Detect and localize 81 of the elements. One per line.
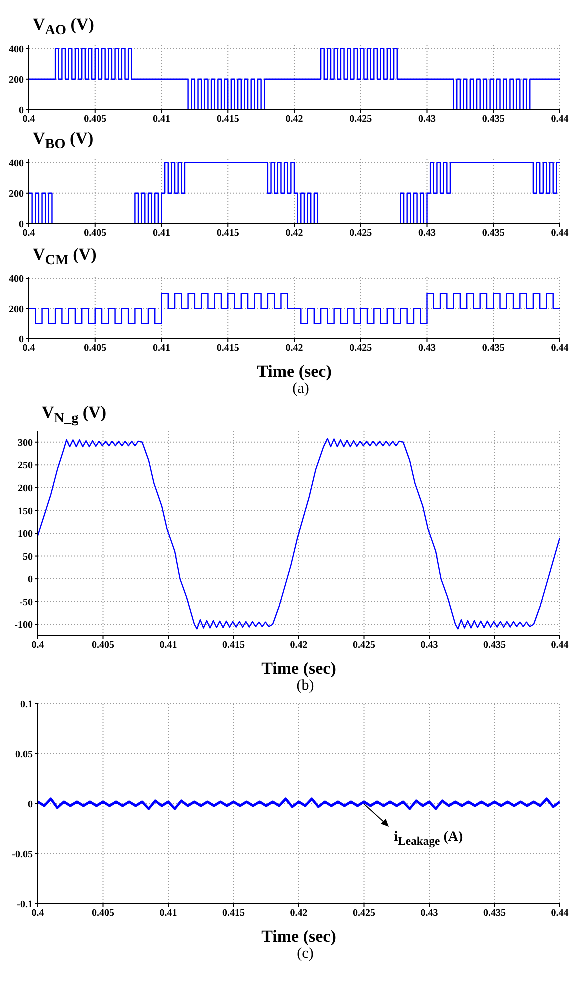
y-tick-label: -100 bbox=[14, 620, 33, 632]
x-tick-label: 0.415 bbox=[216, 228, 240, 240]
x-tick-label: 0.44 bbox=[551, 908, 569, 920]
x-tick-label: 0.415 bbox=[216, 114, 240, 126]
x-tick-label: 0.425 bbox=[350, 343, 372, 354]
x-tick-label: 0.415 bbox=[216, 343, 240, 354]
y-tick-label: 300 bbox=[18, 438, 33, 449]
x-tick-label: 0.41 bbox=[153, 114, 170, 126]
y-tick-label: 100 bbox=[18, 529, 33, 540]
x-tick-label: 0.405 bbox=[84, 343, 107, 354]
x-tick-label: 0.41 bbox=[153, 228, 170, 240]
x-tick-label: 0.42 bbox=[286, 114, 304, 126]
x-tick-label: 0.41 bbox=[153, 343, 170, 354]
x-tick-label: 0.4 bbox=[22, 343, 36, 354]
x-tick-label: 0.425 bbox=[350, 114, 372, 126]
line-series bbox=[38, 798, 560, 810]
x-axis-title: Time (sec) bbox=[257, 362, 332, 381]
y-tick-label: 0 bbox=[19, 106, 24, 117]
chart-title: V$_{N_g}$ (V) bbox=[41, 402, 108, 426]
x-tick-label: 0.405 bbox=[92, 908, 114, 920]
annotation: i$_{Leakage}$ (A) bbox=[394, 830, 464, 848]
x-tick-label: 0.42 bbox=[290, 640, 308, 652]
y-tick-label: 0 bbox=[19, 334, 24, 346]
y-tick-label: 0 bbox=[19, 220, 24, 231]
x-tick-label: 0.405 bbox=[84, 228, 107, 240]
x-tick-label: 0.43 bbox=[418, 343, 436, 354]
x-tick-label: 0.4 bbox=[22, 114, 36, 126]
x-tick-label: 0.41 bbox=[160, 908, 178, 920]
x-axis-title: Time (sec) bbox=[262, 927, 336, 946]
chart-title: V$_{AO}$ (V) bbox=[32, 14, 96, 38]
chart-title: V$_{BO}$ (V) bbox=[32, 128, 95, 152]
y-tick-label: 400 bbox=[9, 158, 24, 170]
x-tick-label: 0.41 bbox=[160, 640, 178, 652]
y-tick-label: 0 bbox=[28, 574, 33, 586]
y-tick-label: 150 bbox=[18, 506, 33, 518]
y-tick-label: 400 bbox=[9, 44, 24, 56]
y-tick-label: -50 bbox=[20, 597, 33, 608]
text: (b) bbox=[296, 678, 316, 695]
text: (c) bbox=[296, 946, 315, 963]
x-tick-label: 0.435 bbox=[484, 640, 506, 652]
x-tick-label: 0.4 bbox=[32, 908, 44, 920]
x-tick-label: 0.42 bbox=[286, 228, 304, 240]
y-tick-label: 250 bbox=[18, 460, 33, 472]
x-tick-label: 0.42 bbox=[286, 343, 304, 354]
x-tick-label: 0.425 bbox=[350, 228, 372, 240]
x-tick-label: 0.435 bbox=[482, 228, 505, 240]
y-tick-label: 0.1 bbox=[20, 700, 33, 711]
x-tick-label: 0.4 bbox=[32, 640, 44, 652]
y-tick-label: 0 bbox=[28, 800, 33, 811]
text: (a) bbox=[292, 381, 310, 398]
x-tick-label: 0.415 bbox=[222, 908, 245, 920]
y-tick-label: -0.1 bbox=[17, 900, 33, 911]
x-tick-label: 0.44 bbox=[551, 343, 569, 354]
chart-title: V$_{CM}$ (V) bbox=[32, 244, 98, 270]
y-tick-label: -0.05 bbox=[12, 850, 33, 861]
y-tick-label: 200 bbox=[9, 188, 24, 200]
x-tick-label: 0.415 bbox=[222, 640, 245, 652]
y-tick-label: 400 bbox=[9, 274, 24, 286]
x-tick-label: 0.405 bbox=[84, 114, 107, 126]
x-tick-label: 0.44 bbox=[551, 114, 569, 126]
y-tick-label: 200 bbox=[9, 74, 24, 86]
x-tick-label: 0.435 bbox=[484, 908, 506, 920]
x-tick-label: 0.44 bbox=[551, 640, 569, 652]
x-tick-label: 0.435 bbox=[482, 343, 505, 354]
x-tick-label: 0.425 bbox=[353, 908, 376, 920]
x-tick-label: 0.42 bbox=[290, 908, 308, 920]
y-tick-label: 0.05 bbox=[16, 750, 33, 761]
y-tick-label: 200 bbox=[18, 483, 33, 494]
x-tick-label: 0.43 bbox=[420, 908, 438, 920]
x-tick-label: 0.44 bbox=[551, 228, 569, 240]
x-tick-label: 0.43 bbox=[418, 228, 436, 240]
x-tick-label: 0.43 bbox=[418, 114, 436, 126]
line-series bbox=[38, 438, 560, 630]
x-tick-label: 0.435 bbox=[482, 114, 505, 126]
y-tick-label: 200 bbox=[9, 304, 24, 316]
x-axis-title: Time (sec) bbox=[262, 659, 336, 678]
x-tick-label: 0.425 bbox=[353, 640, 376, 652]
x-tick-label: 0.405 bbox=[92, 640, 114, 652]
y-tick-label: 50 bbox=[23, 552, 33, 563]
x-tick-label: 0.4 bbox=[22, 228, 36, 240]
x-tick-label: 0.43 bbox=[420, 640, 438, 652]
